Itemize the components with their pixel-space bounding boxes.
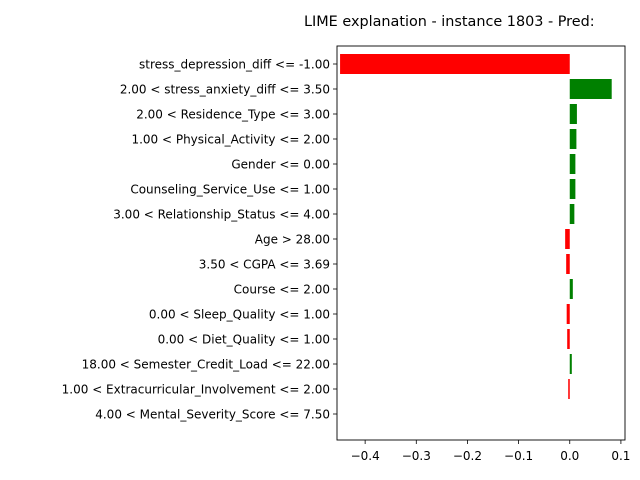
bar: [569, 104, 577, 124]
y-tick-label: 18.00 < Semester_Credit_Load <= 22.00: [82, 358, 330, 372]
bar: [565, 229, 570, 249]
bar: [566, 304, 570, 324]
y-tick-label: 3.00 < Relationship_Status <= 4.00: [113, 208, 330, 222]
y-tick-label: 0.00 < Sleep_Quality <= 1.00: [149, 308, 330, 322]
x-tick-label: −0.3: [402, 449, 431, 463]
x-tick-label: −0.1: [504, 449, 533, 463]
y-tick-label: Counseling_Service_Use <= 1.00: [130, 183, 330, 197]
bar: [569, 154, 576, 174]
bar: [569, 79, 612, 99]
x-axis-ticks: −0.4 −0.3 −0.2 −0.1 0.0 0.1: [351, 440, 630, 463]
y-tick-label: 4.00 < Mental_Severity_Score <= 7.50: [95, 408, 330, 422]
y-tick-label: 2.00 < Residence_Type <= 3.00: [136, 108, 330, 122]
y-tick-label: stress_depression_diff <= -1.00: [139, 58, 330, 72]
bar: [569, 279, 573, 299]
x-tick-label: 0.1: [611, 449, 630, 463]
bar: [569, 354, 572, 374]
y-tick-label: 2.00 < stress_anxiety_diff <= 3.50: [120, 83, 330, 97]
x-tick-label: −0.4: [351, 449, 380, 463]
y-tick-label: Course <= 2.00: [234, 283, 330, 297]
y-tick-labels: stress_depression_diff <= -1.00 2.00 < st…: [62, 58, 337, 422]
bar: [567, 329, 570, 349]
axes-frame: [336, 45, 626, 441]
bar: [569, 204, 575, 224]
y-tick-label: 1.00 < Extracurricular_Involvement <= 2.…: [62, 383, 330, 397]
y-tick-label: 0.00 < Diet_Quality <= 1.00: [158, 333, 330, 347]
bar: [566, 254, 570, 274]
x-tick-label: −0.2: [453, 449, 482, 463]
y-tick-label: 3.50 < CGPA <= 3.69: [199, 258, 330, 272]
bars-group: [340, 54, 612, 399]
y-tick-label: Age > 28.00: [255, 233, 330, 247]
x-tick-label: 0.0: [560, 449, 579, 463]
y-tick-label: 1.00 < Physical_Activity <= 2.00: [131, 133, 330, 147]
y-tick-label: Gender <= 0.00: [231, 158, 330, 172]
bar: [340, 54, 570, 74]
chart-title: LIME explanation - instance 1803 - Pred:: [304, 14, 595, 30]
bar: [569, 129, 577, 149]
bar: [568, 379, 570, 399]
bar: [569, 179, 576, 199]
